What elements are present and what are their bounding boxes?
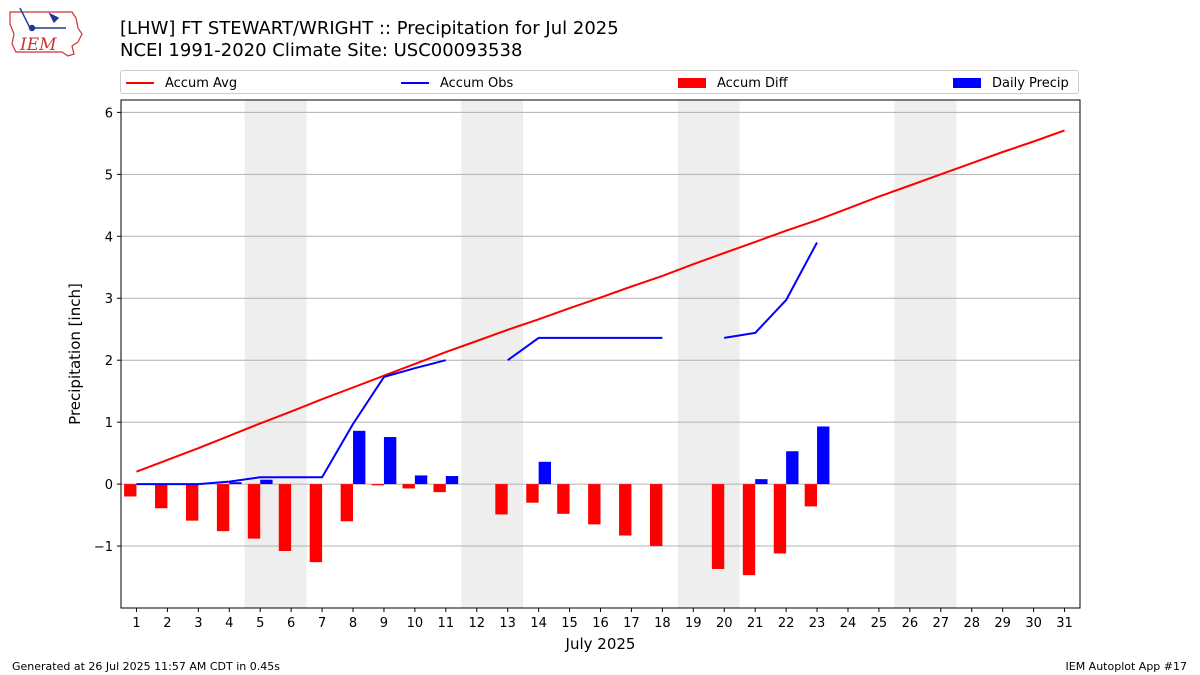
y-axis-label: Precipitation [inch] [66,283,84,425]
accum-obs-line [507,336,663,362]
legend-label: Accum Avg [165,75,238,91]
x-tick-label: 19 [685,616,702,631]
x-tick-label: 3 [194,616,202,631]
y-tick-label: −1 [94,540,113,555]
y-tick-label: 0 [105,478,113,493]
accum-diff-bar [711,484,725,569]
accum-diff-bar [588,484,601,525]
accum-diff-bar [773,484,787,554]
accum-diff-bar [247,484,261,539]
accum-diff-bar [804,484,818,507]
accum-diff-bar [742,484,756,576]
accum-diff-bar [309,484,323,563]
x-tick-label: 13 [499,616,516,631]
accum-diff-bar [495,484,508,515]
x-tick-label: 27 [933,616,950,631]
accum-diff-bar [649,484,663,547]
x-tick-label: 23 [809,616,826,631]
legend-item-accum-obs: Accum Obs [401,74,513,92]
x-tick-label: 2 [163,616,171,631]
app-credit: IEM Autoplot App #17 [1065,660,1188,673]
iem-logo: IEM [6,4,84,64]
x-tick-label: 29 [994,616,1011,631]
x-tick-label: 1 [132,616,140,631]
accum-diff-bar [619,484,632,536]
accum-obs-line [724,242,818,339]
accum-diff-bar [433,484,446,493]
x-tick-label: 12 [468,616,485,631]
legend-item-accum-diff: Accum Diff [678,74,788,92]
x-tick-label: 11 [438,616,455,631]
legend-item-daily-precip: Daily Precip [953,74,1069,92]
x-tick-label: 17 [623,616,640,631]
x-tick-label: 16 [592,616,609,631]
legend-swatch [678,78,706,88]
daily-precip-bar [229,482,242,485]
chart-subtitle: NCEI 1991-2020 Climate Site: USC00093538 [120,40,523,61]
x-tick-label: 15 [561,616,578,631]
x-tick-label: 9 [380,616,388,631]
daily-precip-bar [445,476,459,485]
daily-precip-bar [414,475,428,485]
x-axis-label: July 2025 [565,635,636,653]
daily-precip-bar [353,430,366,485]
generated-timestamp: Generated at 26 Jul 2025 11:57 AM CDT in… [12,660,280,673]
weekend-shade [677,100,740,608]
daily-precip-bar [786,451,799,485]
legend-swatch [126,82,154,84]
x-tick-label: 20 [716,616,733,631]
x-tick-label: 22 [778,616,795,631]
y-tick-label: 4 [105,230,113,245]
x-tick-label: 21 [747,616,764,631]
legend: Accum Avg Accum Obs Accum Diff Daily Pre… [120,70,1079,94]
accum-diff-bar [278,484,292,552]
accum-obs-line [136,359,447,486]
daily-precip-bar [538,461,552,485]
y-tick-label: 3 [105,292,113,307]
accum-diff-bar [557,484,570,514]
x-tick-label: 24 [840,616,857,631]
legend-swatch [401,82,429,84]
accum-diff-bar [185,484,199,521]
x-tick-label: 28 [963,616,980,631]
x-tick-label: 7 [318,616,326,631]
daily-precip-bar [260,479,273,485]
x-tick-label: 26 [902,616,919,631]
x-tick-label: 18 [654,616,671,631]
x-tick-label: 31 [1056,616,1073,631]
y-tick-label: 2 [105,354,113,369]
x-tick-label: 5 [256,616,264,631]
accum-diff-bar [371,484,384,486]
legend-label: Daily Precip [992,75,1069,91]
accum-diff-bar [402,484,415,489]
x-tick-label: 14 [530,616,547,631]
accum-diff-bar [526,484,539,503]
x-tick-label: 25 [871,616,888,631]
y-tick-label: 1 [105,416,113,431]
svg-text:IEM: IEM [19,35,57,55]
y-tick-label: 6 [105,106,113,121]
accum-diff-bar [155,484,168,509]
daily-precip-bar [817,426,830,485]
y-tick-label: 5 [105,168,113,183]
accum-avg-line [136,129,1065,473]
daily-precip-bar [755,479,768,485]
accum-diff-bar [216,484,230,532]
x-tick-label: 4 [225,616,233,631]
x-tick-label: 6 [287,616,295,631]
legend-label: Accum Obs [440,75,514,91]
accum-diff-bar [124,484,137,497]
weekend-shade [461,100,524,608]
legend-label: Accum Diff [717,75,788,91]
legend-item-accum-avg: Accum Avg [126,74,237,92]
legend-swatch [953,78,981,88]
daily-precip-bar [383,437,397,485]
accum-diff-bar [340,484,354,522]
x-tick-label: 30 [1025,616,1042,631]
chart-title: [LHW] FT STEWART/WRIGHT :: Precipitation… [120,18,619,39]
weekend-shade [894,100,957,608]
x-tick-label: 8 [349,616,357,631]
x-tick-label: 10 [407,616,424,631]
